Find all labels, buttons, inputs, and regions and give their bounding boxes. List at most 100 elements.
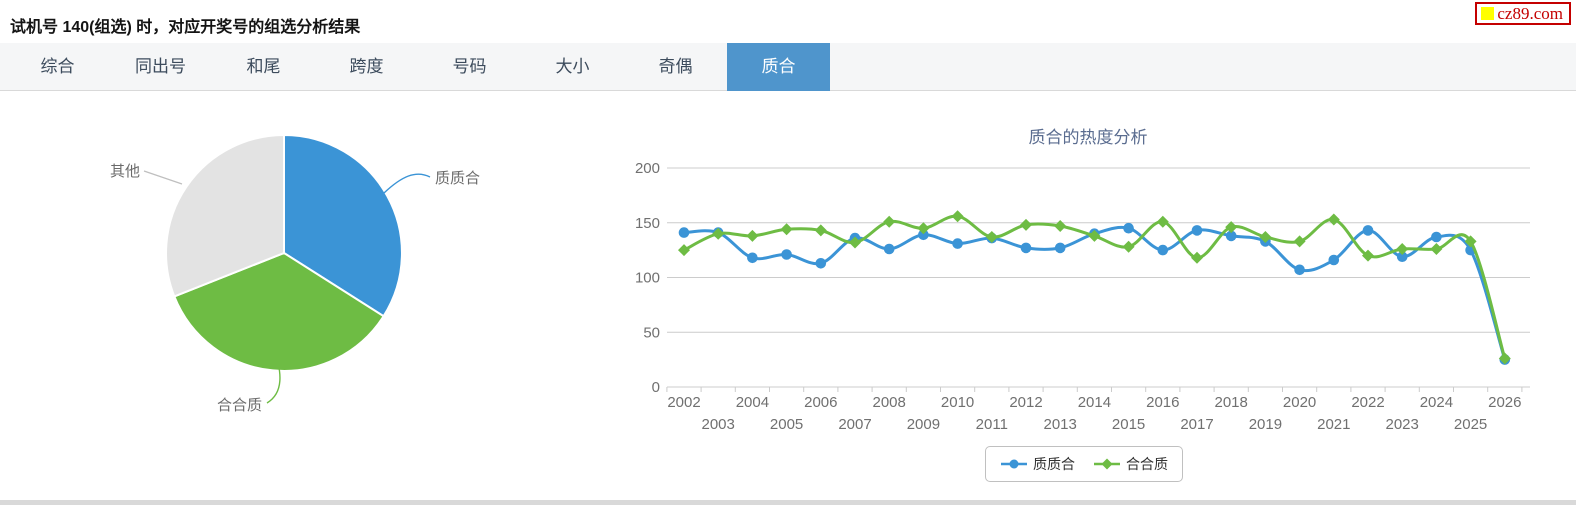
x-axis-label: 2005 <box>770 416 803 433</box>
data-point-circle <box>1020 242 1032 254</box>
x-axis-label: 2025 <box>1454 416 1487 433</box>
pie-leader-other <box>143 170 183 185</box>
x-axis-label: 2003 <box>702 416 735 433</box>
data-point-diamond <box>1430 243 1443 255</box>
data-point-diamond <box>1259 231 1272 243</box>
tab-jiou[interactable]: 奇偶 <box>658 57 693 76</box>
data-point-diamond <box>1191 251 1203 264</box>
pie-leader-hehezhi <box>266 362 281 404</box>
data-point-circle <box>1123 222 1134 234</box>
data-point-diamond <box>746 229 759 242</box>
y-axis-label: 50 <box>643 324 660 341</box>
bottom-divider <box>0 500 1576 505</box>
line-chart: 质合的热度分析 0 50 100 150 200 20022003200420052006… <box>635 128 1530 433</box>
axes: 0 50 100 150 200 2002200320042005200620072008… <box>635 160 1530 433</box>
x-axis-label: 2016 <box>1146 394 1179 411</box>
x-axis-label: 2020 <box>1283 394 1316 411</box>
data-point-circle <box>1294 264 1305 276</box>
x-axis-label: 2008 <box>873 394 906 411</box>
data-point-diamond <box>985 231 998 243</box>
data-point-diamond <box>780 223 793 236</box>
tab-bar: 综合 同出号 和尾 跨度 号码 大小 奇偶 质合 <box>0 43 1576 91</box>
y-axis-label: 100 <box>635 270 660 287</box>
line-chart-title: 质合的热度分析 <box>1029 128 1148 147</box>
data-point-diamond <box>1088 229 1101 242</box>
data-point-circle <box>952 238 963 249</box>
legend-item-zhizhihe[interactable]: 质质合 <box>1000 454 1075 474</box>
data-point-diamond <box>1156 215 1169 228</box>
x-axis-label: 2018 <box>1215 394 1248 411</box>
data-point-circle <box>883 243 895 255</box>
pie-slice-2 <box>165 133 285 298</box>
legend-item-hehezhi[interactable]: 合合质 <box>1093 454 1168 474</box>
x-axis-label: 2004 <box>736 394 769 411</box>
data-point-circle <box>747 252 758 264</box>
data-point-circle <box>1157 244 1169 256</box>
data-point-circle <box>678 227 690 238</box>
data-point-circle <box>1396 251 1408 262</box>
data-point-diamond <box>678 244 690 257</box>
pie-label-hehezhi: 合合质 <box>217 397 262 414</box>
tab-kuadu[interactable]: 跨度 <box>349 57 384 76</box>
data-point-diamond <box>1396 243 1409 255</box>
data-point-circle <box>781 249 792 260</box>
logo-square-icon <box>1481 7 1495 20</box>
data-point-diamond <box>1498 352 1511 365</box>
data-point-circle <box>1328 254 1340 266</box>
data-point-circle <box>1191 225 1203 236</box>
series-group <box>678 210 1511 365</box>
data-point-diamond <box>1020 218 1032 231</box>
pie-label-zhizhihe: 质质合 <box>435 170 480 187</box>
x-axis-label: 2024 <box>1420 394 1453 411</box>
pie-slice-1 <box>173 251 385 372</box>
x-axis-label: 2006 <box>804 394 837 411</box>
data-point-diamond <box>1122 240 1135 253</box>
data-point-diamond <box>712 227 725 240</box>
tab-haoma[interactable]: 号码 <box>452 57 487 76</box>
data-point-circle <box>1225 230 1237 242</box>
x-axis-label: 2011 <box>976 416 1008 433</box>
data-point-diamond <box>1464 235 1477 248</box>
x-axis-label: 2023 <box>1386 416 1419 433</box>
legend-marker-circle-icon <box>1001 459 1027 469</box>
pie-leader-zhizhihe <box>383 173 431 194</box>
legend-label: 合合质 <box>1126 456 1168 472</box>
site-logo[interactable]: cz89.com <box>1475 2 1571 25</box>
data-point-diamond <box>1327 213 1340 226</box>
legend-label: 质质合 <box>1033 456 1075 472</box>
tab-zhihe[interactable]: 质合 <box>727 43 830 91</box>
data-point-circle <box>1054 242 1066 254</box>
data-point-diamond <box>1362 249 1374 262</box>
data-point-circle <box>1431 231 1442 243</box>
x-axis-label: 2026 <box>1488 394 1521 411</box>
y-axis-label: 150 <box>635 215 660 232</box>
data-point-diamond <box>951 210 964 223</box>
x-axis-label: 2022 <box>1351 394 1384 411</box>
y-axis-label: 0 <box>652 379 660 396</box>
x-axis-label: 2021 <box>1317 416 1350 433</box>
pie-label-other: 其他 <box>110 163 140 180</box>
tab-tongchuhao[interactable]: 同出号 <box>135 57 186 76</box>
y-axis-label: 200 <box>635 160 660 177</box>
data-point-circle <box>918 229 929 241</box>
x-axis-label: 2007 <box>838 416 871 433</box>
series-line-0 <box>682 225 1507 362</box>
x-axis-label: 2010 <box>941 394 974 411</box>
x-axis-label: 2012 <box>1009 394 1042 411</box>
tab-hewei[interactable]: 和尾 <box>246 57 281 76</box>
tab-daxiao[interactable]: 大小 <box>555 57 590 76</box>
data-point-diamond <box>1293 235 1306 248</box>
x-axis-label: 2015 <box>1112 416 1145 433</box>
data-point-circle <box>1362 225 1374 236</box>
x-axis-label: 2002 <box>667 394 700 411</box>
x-axis-label: 2009 <box>907 416 940 433</box>
tab-zonghe[interactable]: 综合 <box>40 57 75 76</box>
chart-legend: 质质合 合合质 <box>985 446 1183 482</box>
x-axis-label: 2019 <box>1249 416 1282 433</box>
x-axis-label: 2014 <box>1078 394 1111 411</box>
x-axis-label: 2013 <box>1044 416 1077 433</box>
data-point-diamond <box>1054 220 1067 232</box>
legend-marker-diamond-icon <box>1094 458 1120 470</box>
data-point-diamond <box>849 236 861 249</box>
header: 试机号 140(组选) 时，对应开奖号的组选分析结果 cz89.com <box>0 0 1576 44</box>
